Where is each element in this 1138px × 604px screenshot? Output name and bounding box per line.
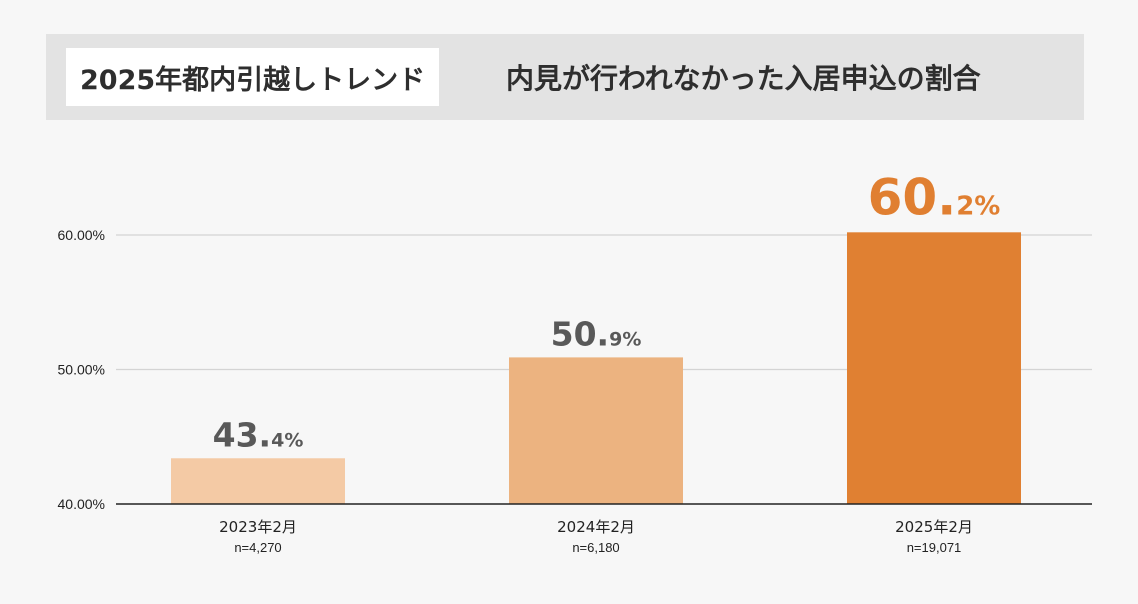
y-tick-label: 40.00% <box>58 496 105 512</box>
x-sample-size: n=19,071 <box>907 540 962 555</box>
x-sample-size: n=6,180 <box>572 540 619 555</box>
chart-header: 2025年都内引越しトレンド 内見が行われなかった入居申込の割合 <box>46 34 1084 120</box>
value-label: 60.2% <box>868 168 1001 226</box>
y-tick-label: 60.00% <box>58 227 105 243</box>
x-category-label: 2023年2月 <box>219 518 297 536</box>
y-tick-label: 50.00% <box>58 362 105 378</box>
bar <box>847 232 1021 504</box>
bar <box>171 458 345 504</box>
value-label: 43.4% <box>213 415 304 454</box>
bar <box>509 357 683 504</box>
value-label: 50.9% <box>551 314 642 353</box>
x-sample-size: n=4,270 <box>234 540 281 555</box>
x-category-label: 2024年2月 <box>557 518 635 536</box>
x-category-label: 2025年2月 <box>895 518 973 536</box>
chart-title: 内見が行われなかった入居申込の割合 <box>506 62 981 95</box>
header-tag: 2025年都内引越しトレンド <box>66 48 440 106</box>
